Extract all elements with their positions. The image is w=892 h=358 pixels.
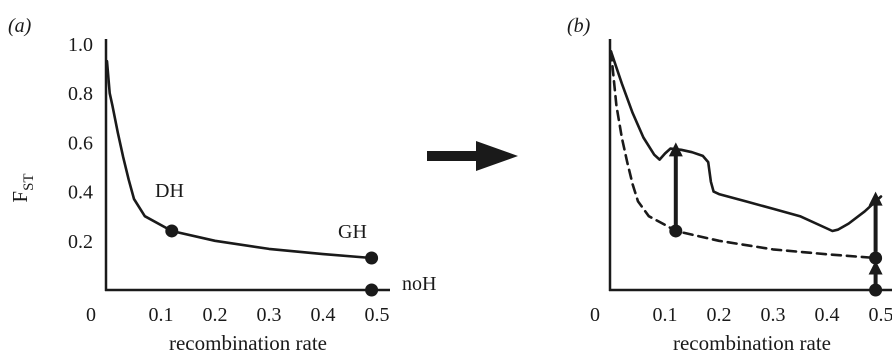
panel-b-series-dashed-line: [609, 50, 877, 260]
panel-b-x-tick-label: 0: [590, 304, 600, 326]
panel-a-x-tick-label: 0.3: [257, 304, 282, 326]
panel-b-marker-point: [869, 283, 883, 297]
panel-a-marker-point: [365, 251, 379, 265]
up-arrow-icon: [868, 191, 883, 206]
panel-a-x-tick-label: 0.2: [203, 304, 228, 326]
panel-b-marker-point: [869, 251, 883, 265]
panel-a-x-tick-label: 0: [86, 304, 96, 326]
panel-a-x-tick-labels: 0 0.1 0.2 0.3 0.4 0.5: [86, 304, 390, 326]
panel-b-series-solid-line: [609, 50, 883, 233]
panel-b: (b) 0 0.1 0.2 0.3 0.4 0.5 recombination rate: [567, 15, 892, 355]
panel-b-marker-point: [669, 224, 683, 238]
transition-arrow-icon: [427, 141, 518, 171]
panel-a-y-axis-title: FST: [8, 173, 37, 202]
panel-a-y-tick-label: 1.0: [68, 34, 93, 56]
panel-a-marker-point: [365, 283, 379, 297]
panel-a-x-tick-label: 0.4: [311, 304, 336, 326]
panel-a-y-tick-label: 0.6: [68, 132, 93, 154]
panel-b-markers: [669, 224, 883, 297]
panel-a-y-tick-labels: 0.2 0.4 0.6 0.8 1.0: [68, 34, 93, 253]
panel-a-marker-label-dh: DH: [155, 180, 184, 202]
panel-a-marker-label-noh: noH: [402, 273, 436, 295]
panel-a-y-tick-label: 0.4: [68, 182, 93, 204]
panel-b-x-tick-labels: 0 0.1 0.2 0.3 0.4 0.5: [590, 304, 892, 326]
panel-b-label: (b): [567, 15, 591, 37]
panel-b-x-tick-label: 0.4: [815, 304, 840, 326]
panel-b-x-tick-label: 0.2: [707, 304, 732, 326]
panel-b-x-axis-title: recombination rate: [673, 331, 831, 355]
panel-a-x-tick-label: 0.1: [149, 304, 174, 326]
panel-a-x-axis-title: recombination rate: [169, 331, 327, 355]
panel-a-y-axis-title-subscript: ST: [21, 173, 37, 191]
panel-a: (a) FST 0.2 0.4 0.6 0.8 1.0 0 0.1 0.2 0.3 0.4 0.5…: [8, 15, 436, 355]
panel-b-x-tick-label: 0.1: [653, 304, 678, 326]
panel-a-marker-point: [165, 224, 179, 238]
panel-a-markers: [165, 224, 379, 297]
panel-a-series-solid-line: [105, 59, 373, 260]
up-arrow-icon: [868, 260, 883, 275]
panel-a-series: [105, 59, 373, 260]
panel-a-y-axis-title-main: F: [8, 191, 32, 203]
panel-a-y-tick-label: 0.8: [68, 83, 93, 105]
panel-a-label: (a): [8, 15, 32, 37]
panel-b-x-tick-label: 0.3: [761, 304, 786, 326]
panel-a-marker-label-gh: GH: [338, 221, 367, 243]
panel-b-arrows: [668, 142, 883, 286]
panel-a-x-tick-label: 0.5: [365, 304, 390, 326]
panel-b-x-tick-label: 0.5: [869, 304, 892, 326]
panel-a-y-tick-label: 0.2: [68, 231, 93, 253]
up-arrow-icon: [668, 142, 683, 157]
panel-b-series: [609, 50, 883, 260]
